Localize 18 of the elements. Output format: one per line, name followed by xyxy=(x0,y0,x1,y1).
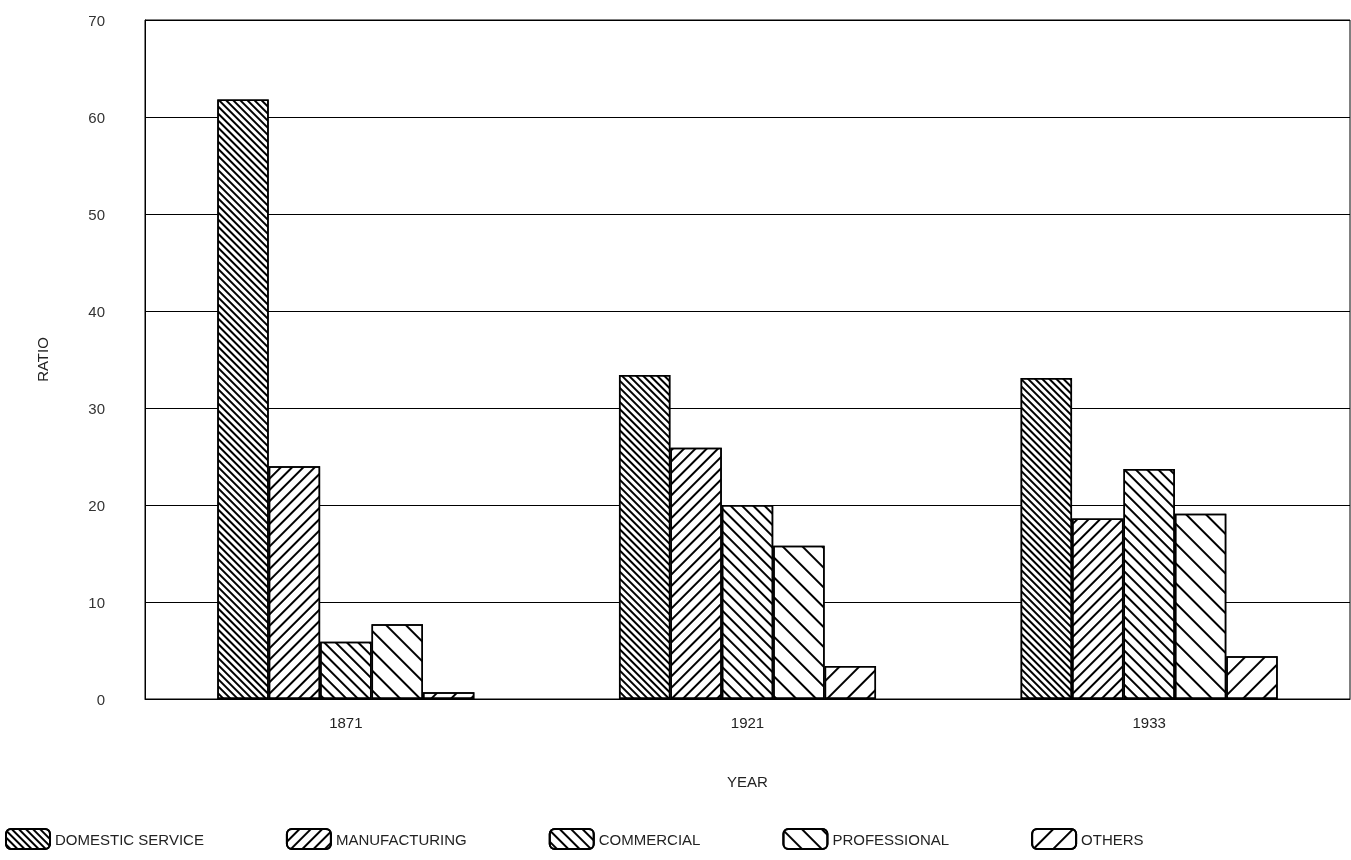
y-tick-label: 40 xyxy=(88,302,105,320)
legend-label: DOMESTIC SERVICE xyxy=(55,830,204,848)
legend-label: COMMERCIAL xyxy=(598,830,701,848)
y-axis-title: RATIO xyxy=(34,337,51,382)
legend-label: MANUFACTURING xyxy=(335,830,467,848)
y-tick-label: 20 xyxy=(88,496,105,514)
legend-label: PROFESSIONAL xyxy=(832,830,950,848)
x-tick-label: 1871 xyxy=(329,714,363,731)
y-tick-label: 10 xyxy=(88,593,105,611)
x-axis-title: YEAR xyxy=(727,773,769,790)
x-tick-label: 1933 xyxy=(1132,714,1166,731)
legend-label: OTHERS xyxy=(1081,830,1144,848)
y-tick-label: 0 xyxy=(96,690,105,708)
y-tick-label: 70 xyxy=(88,11,105,29)
y-tick-label: 60 xyxy=(88,108,105,126)
x-tick-label: 1921 xyxy=(730,714,765,731)
y-tick-label: 50 xyxy=(88,205,105,223)
y-tick-label: 30 xyxy=(88,399,105,417)
